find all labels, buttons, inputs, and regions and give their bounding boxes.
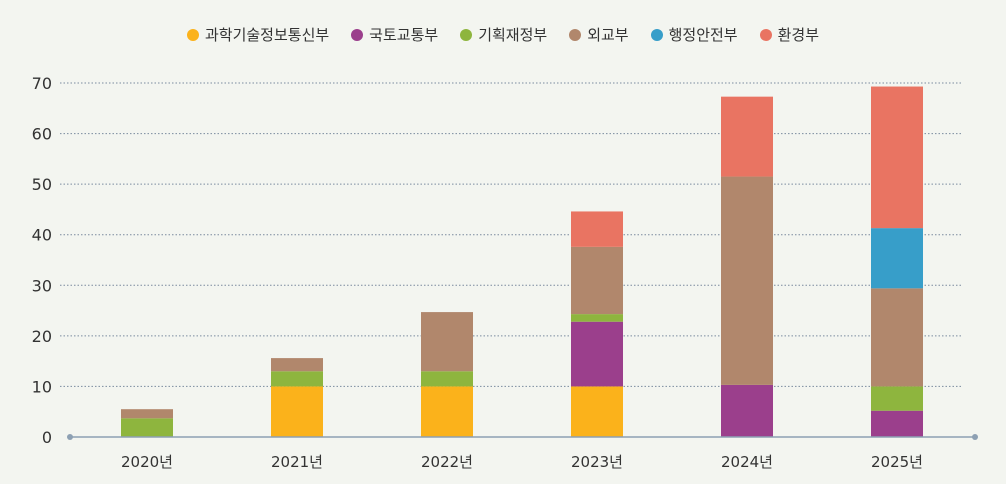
- legend-item: 기획재정부: [460, 24, 547, 45]
- x-tick-label: 2024년: [721, 453, 773, 471]
- bar-segment: [421, 386, 473, 437]
- legend-item: 과학기술정보통신부: [186, 24, 330, 45]
- legend-swatch: [460, 28, 473, 41]
- bar-segment: [121, 409, 173, 419]
- bar-segment: [721, 384, 773, 437]
- bar-segment: [721, 96, 773, 177]
- y-tick-label: 20: [32, 327, 52, 346]
- legend-swatch: [569, 28, 582, 41]
- legend-swatch: [186, 28, 199, 41]
- legend-swatch: [351, 28, 364, 41]
- legend-label: 국토교통부: [369, 26, 439, 44]
- x-tick-label: 2025년: [871, 453, 923, 471]
- x-tick-label: 2020년: [121, 453, 173, 471]
- bar-segment: [271, 386, 323, 437]
- bar-segment: [571, 314, 623, 322]
- y-tick-label: 10: [32, 377, 52, 396]
- legend-swatch: [650, 28, 663, 41]
- y-tick-label: 70: [32, 74, 52, 93]
- y-tick-label: 30: [32, 276, 52, 295]
- legend-label: 과학기술정보통신부: [204, 26, 330, 44]
- bar-segment: [871, 288, 923, 387]
- legend-label: 외교부: [587, 26, 629, 44]
- bar-segment: [421, 371, 473, 387]
- legend-label: 환경부: [777, 26, 820, 44]
- bar-segment: [271, 371, 323, 387]
- legend: 과학기술정보통신부 국토교통부 기획재정부 외교부 행정안전부 환경부: [0, 24, 1006, 45]
- bar-segment: [271, 358, 323, 372]
- axis-end-dot: [67, 434, 73, 440]
- legend-item: 외교부: [569, 24, 629, 45]
- bar-segment: [871, 410, 923, 437]
- bar-segment: [571, 321, 623, 387]
- legend-item: 행정안전부: [650, 24, 738, 45]
- bar-segment: [571, 386, 623, 437]
- y-tick-label: 50: [32, 175, 52, 194]
- bar-segment: [871, 86, 923, 229]
- legend-item: 환경부: [759, 24, 820, 45]
- x-tick-label: 2021년: [271, 453, 323, 471]
- legend-label: 기획재정부: [478, 26, 548, 44]
- legend-swatch: [759, 28, 772, 41]
- legend-item: 국토교통부: [351, 24, 438, 45]
- bar-segment: [571, 211, 623, 247]
- legend-label: 행정안전부: [668, 26, 738, 44]
- bar-segment: [121, 418, 173, 437]
- x-tick-label: 2022년: [421, 453, 473, 471]
- bar-segment: [571, 246, 623, 315]
- bar-segment: [871, 228, 923, 289]
- bar-segment: [721, 176, 773, 385]
- y-tick-label: 40: [32, 226, 52, 245]
- y-tick-label: 60: [32, 125, 52, 144]
- bar-segment: [871, 386, 923, 411]
- bar-segment: [421, 312, 473, 372]
- axis-end-dot: [972, 434, 978, 440]
- x-tick-label: 2023년: [571, 453, 623, 471]
- y-tick-label: 0: [42, 428, 52, 447]
